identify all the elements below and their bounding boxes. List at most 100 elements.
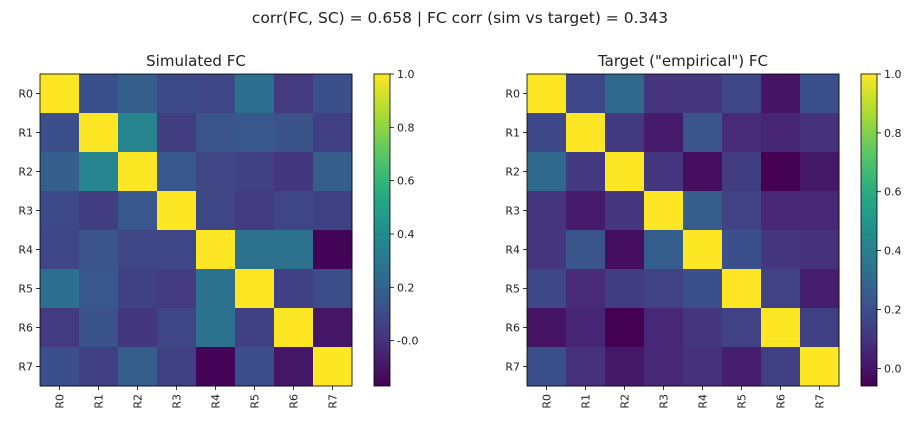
heatmap-cell (644, 152, 684, 192)
colorbar-tick-label: 0.6 (397, 175, 415, 188)
heatmap-cell (605, 269, 645, 309)
heatmap-cell (274, 347, 314, 387)
x-tick-label: R5 (249, 394, 262, 409)
colorbar-tick-label: 0.2 (397, 281, 415, 294)
y-tick-label: R2 (18, 166, 33, 179)
heatmap-cell (118, 230, 158, 270)
heatmap-cell (274, 191, 314, 231)
y-tick-label: R1 (505, 127, 520, 140)
colorbar (860, 73, 878, 387)
y-tick-label: R0 (18, 88, 33, 101)
x-tick-label: R4 (210, 394, 223, 409)
heatmap-cell (79, 191, 119, 231)
heatmap-cell (800, 347, 840, 387)
heatmap-cell (79, 230, 119, 270)
heatmap-cell (196, 113, 236, 153)
colorbar-tick-label: 0.2 (884, 303, 902, 316)
heatmap-cell (605, 113, 645, 153)
heatmap-cell (566, 74, 606, 114)
heatmap-cell (566, 269, 606, 309)
heatmap-cell (644, 191, 684, 231)
y-tick-label: R5 (505, 283, 520, 296)
heatmap-cell (196, 74, 236, 114)
heatmap-cell (79, 113, 119, 153)
heatmap-cell (118, 191, 158, 231)
heatmap-cell (800, 230, 840, 270)
colorbar-tick-label: -0.0 (397, 335, 418, 348)
colorbar-tick-label: 1.0 (397, 68, 415, 81)
x-tick-label: R1 (580, 394, 593, 409)
heatmap-cell (196, 152, 236, 192)
y-tick-label: R6 (505, 322, 520, 335)
heatmap-cell (235, 347, 275, 387)
heatmap-cell (313, 308, 353, 348)
heatmap-cell (683, 74, 723, 114)
heatmap-frame (39, 73, 353, 387)
heatmap-cell (79, 308, 119, 348)
x-tick-label: R3 (171, 394, 184, 409)
heatmap-cell (761, 347, 801, 387)
heatmap-cell (118, 74, 158, 114)
heatmap-cell (157, 230, 197, 270)
heatmap-cell (274, 269, 314, 309)
heatmap-cell (527, 230, 567, 270)
heatmap-cell (40, 347, 80, 387)
colorbar-tick-label: 0.4 (884, 245, 902, 258)
heatmap-cell (40, 269, 80, 309)
heatmap-cell (722, 191, 762, 231)
heatmap-cell (644, 347, 684, 387)
heatmap-cell (118, 113, 158, 153)
heatmap-cell (527, 74, 567, 114)
colorbar (373, 73, 391, 387)
heatmap-cell (800, 113, 840, 153)
heatmap-cell (800, 191, 840, 231)
heatmap-cell (313, 347, 353, 387)
figure-suptitle: corr(FC, SC) = 0.658 | FC corr (sim vs t… (252, 9, 668, 27)
x-tick-label: R6 (775, 394, 788, 409)
heatmap-cell (683, 113, 723, 153)
heatmap-cell (605, 347, 645, 387)
heatmap-cell (274, 308, 314, 348)
y-tick-label: R2 (505, 166, 520, 179)
heatmap-cell (157, 74, 197, 114)
colorbar-tick-label: 0.8 (884, 127, 902, 140)
heatmap-cell (118, 269, 158, 309)
y-tick-label: R1 (18, 127, 33, 140)
colorbar-tick-label: 0.6 (884, 186, 902, 199)
x-tick-label: R4 (697, 394, 710, 409)
x-tick-label: R0 (541, 394, 554, 409)
heatmap-cell (118, 308, 158, 348)
heatmap-cell (800, 152, 840, 192)
colorbar-tick-label: 0.8 (397, 121, 415, 134)
heatmap-cell (274, 113, 314, 153)
heatmap-cell (274, 230, 314, 270)
heatmap-cell (644, 308, 684, 348)
heatmap-cell (196, 230, 236, 270)
heatmap-cell (605, 191, 645, 231)
heatmap-cell (157, 269, 197, 309)
heatmap-cell (527, 269, 567, 309)
heatmap-cell (274, 74, 314, 114)
y-tick-label: R0 (505, 88, 520, 101)
heatmap-cell (313, 230, 353, 270)
heatmap-cell (196, 269, 236, 309)
heatmap-cell (683, 269, 723, 309)
heatmap-cell (683, 191, 723, 231)
y-tick-label: R3 (505, 205, 520, 218)
heatmap-cell (761, 308, 801, 348)
heatmap-cell (722, 269, 762, 309)
heatmap-cell (683, 152, 723, 192)
heatmap-cell (313, 191, 353, 231)
heatmap-cell (644, 269, 684, 309)
heatmap-cell (800, 269, 840, 309)
panel-title: Target ("empirical") FC (597, 52, 768, 70)
heatmap-cell (566, 230, 606, 270)
heatmap-cell (157, 347, 197, 387)
x-tick-label: R7 (814, 394, 827, 409)
heatmap-cell (761, 152, 801, 192)
heatmap-cell (722, 74, 762, 114)
heatmap-cell (235, 230, 275, 270)
heatmap-cell (527, 347, 567, 387)
heatmap-cell (800, 74, 840, 114)
x-tick-label: R2 (619, 394, 632, 409)
